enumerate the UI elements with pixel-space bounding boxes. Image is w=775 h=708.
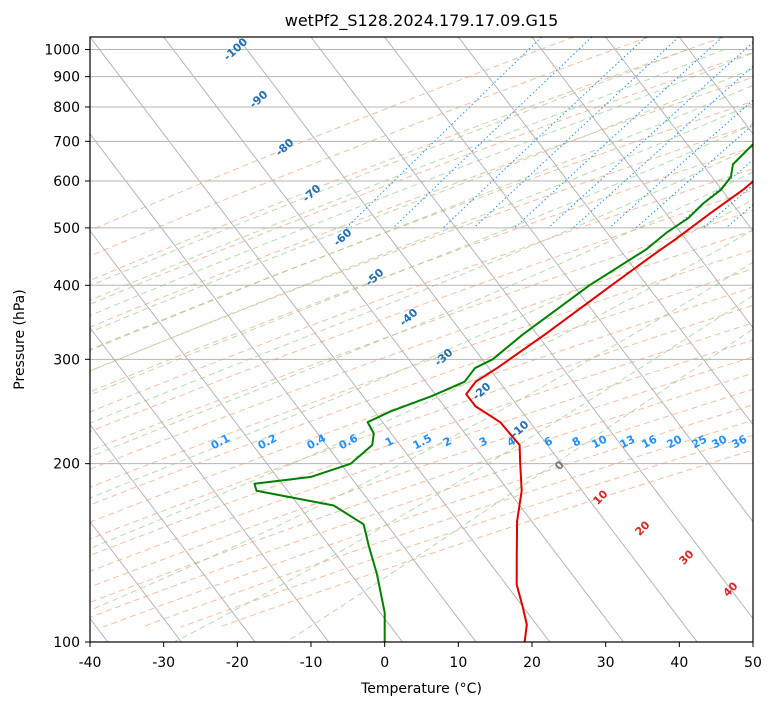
mixing-ratio-line [345,37,542,229]
isotherm-line [90,37,551,642]
dry-adiabat-line [90,372,753,603]
y-tick-label: 700 [53,134,80,150]
x-tick-label: -20 [226,655,249,671]
moist-adiabat-line [90,229,753,549]
axis-ticks: -40 -30 -20 -10 0 10 20 30 40 50 100 200 300 400 500 60… [44,43,762,671]
isotherm-line [90,230,403,642]
mixing-ratio-label: 36 [730,432,750,451]
isotherm-line [605,37,753,232]
dry-adiabat-line [90,51,753,305]
dry-adiabat-line [90,168,753,413]
dry-adiabat-line [90,209,753,452]
isotherm-line [90,133,477,642]
plot-frame [89,36,754,643]
mixing-ratio-label: 16 [640,432,660,451]
moist-adiabat-line [90,84,753,351]
mixing-ratio-group [345,37,753,229]
x-tick-label: -30 [152,655,175,671]
dry-adiabat-line [90,37,724,282]
series-layer [253,142,753,642]
y-tick-label: 200 [53,457,80,473]
chart-title: wetPf2_S128.2024.179.17.09.G15 [285,11,559,31]
temperature-profile-line [465,180,753,642]
mixing-ratio-label: 20 [665,432,685,451]
dry-adiabat-line [90,322,753,556]
mixing-ratio-line [547,41,753,229]
y-axis-title: Pressure (hPa) [12,289,28,389]
x-tick-label: 50 [744,655,762,671]
mixing-ratio-label: 13 [618,433,638,452]
moist-adiabat-line [90,103,753,372]
moist-adiabat-line [174,294,753,642]
moist-adiabat-line [90,146,753,424]
x-tick-label: -40 [79,655,102,671]
y-tick-label: 800 [53,100,80,116]
x-tick-label: -10 [300,655,323,671]
moist-adiabat-line [90,49,725,301]
moist-adiabat-line [90,199,753,499]
moist-adiabat-line [90,171,753,458]
y-tick-label: 100 [53,635,80,651]
moist-adiabat-line [90,49,688,287]
isotherm-line [90,423,256,642]
dry-adiabat-line [90,388,753,618]
mixing-ratio-label: 10 [590,432,610,451]
isotherm-line [457,37,753,426]
isotherm-line [384,37,753,523]
moist-adiabat-group [90,49,753,642]
isobar-grid [90,49,753,642]
dry-adiabat-line [90,123,753,372]
y-tick-label: 300 [53,352,80,368]
y-tick-label: 1000 [44,43,80,59]
dry-adiabat-line [90,339,753,572]
moist-adiabat-line [90,123,753,396]
x-tick-label: 40 [670,655,688,671]
plot-area [90,37,753,642]
mixing-ratio-line [473,37,680,229]
isotherm-line [90,326,330,642]
x-tick-label: 0 [380,655,389,671]
dewpoint-profile-line [253,142,753,642]
dry-adiabat-line [90,229,753,470]
isotherm-line [310,37,753,620]
isotherm-line [236,37,698,642]
moist-adiabat-line [90,261,753,611]
x-axis-title: Temperature (°C) [360,681,482,697]
mixing-ratio-label: 25 [690,433,710,452]
y-tick-label: 500 [53,221,80,237]
dry-adiabat-line [90,100,753,350]
y-tick-label: 600 [53,174,80,190]
x-tick-label: 10 [449,655,467,671]
y-tick-label: 400 [53,278,80,294]
dry-adiabat-line [90,76,753,328]
isotherm-grid [90,37,753,642]
mixing-ratio-line [572,65,753,229]
dry-adiabat-line [90,37,649,257]
moist-adiabat-line [90,52,753,317]
x-tick-label: 30 [597,655,615,671]
x-tick-label: 20 [523,655,541,671]
mixing-ratio-line [514,37,723,229]
y-tick-label: 900 [53,70,80,86]
isotherm-line [163,37,624,642]
mixing-ratio-label: 30 [710,432,730,451]
isotherm-line [90,520,182,642]
mixing-ratio-line [635,124,753,229]
mixing-ratio-line [392,37,593,229]
isotherm-line [531,37,753,329]
